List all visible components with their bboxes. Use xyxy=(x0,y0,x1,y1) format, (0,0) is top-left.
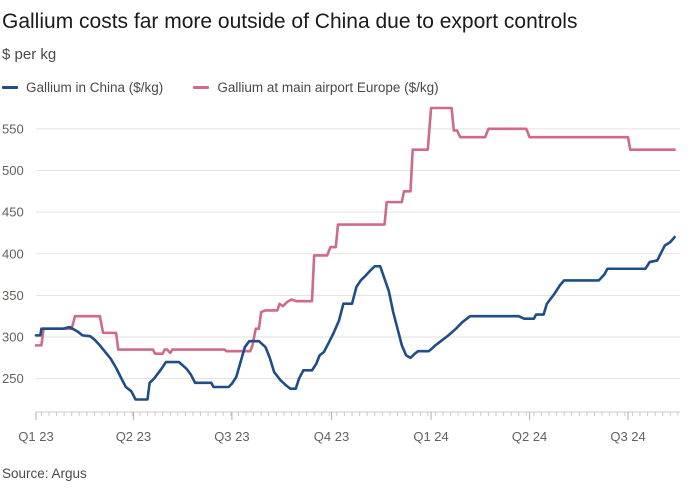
x-tick-label: Q1 24 xyxy=(413,429,448,444)
legend-swatch-china xyxy=(2,86,18,89)
x-tick-label: Q2 23 xyxy=(116,429,151,444)
x-tick-label: Q1 23 xyxy=(18,429,53,444)
y-tick-label: 450 xyxy=(2,205,24,220)
y-tick-label: 250 xyxy=(2,371,24,386)
legend-item-europe: Gallium at main airport Europe ($/kg) xyxy=(193,80,439,95)
y-tick-label: 350 xyxy=(2,288,24,303)
x-tick-label: Q4 23 xyxy=(314,429,349,444)
chart-legend: Gallium in China ($/kg) Gallium at main … xyxy=(2,80,439,95)
series-line-china xyxy=(34,235,676,401)
y-tick-label: 550 xyxy=(2,121,24,136)
legend-item-china: Gallium in China ($/kg) xyxy=(2,80,163,95)
y-tick-label: 500 xyxy=(2,163,24,178)
x-tick-label: Q3 24 xyxy=(610,429,645,444)
chart-subtitle: $ per kg xyxy=(2,46,57,63)
legend-label-china: Gallium in China ($/kg) xyxy=(26,80,164,95)
source-note: Source: Argus xyxy=(2,466,87,481)
legend-label-europe: Gallium at main airport Europe ($/kg) xyxy=(217,80,439,95)
chart-title: Gallium costs far more outside of China … xyxy=(2,10,578,33)
x-tick-label: Q3 23 xyxy=(214,429,249,444)
y-tick-label: 400 xyxy=(2,246,24,261)
legend-swatch-europe xyxy=(193,86,210,89)
x-tick-label: Q2 24 xyxy=(512,429,547,444)
series-line-europe xyxy=(34,106,676,355)
y-tick-label: 300 xyxy=(2,330,24,345)
